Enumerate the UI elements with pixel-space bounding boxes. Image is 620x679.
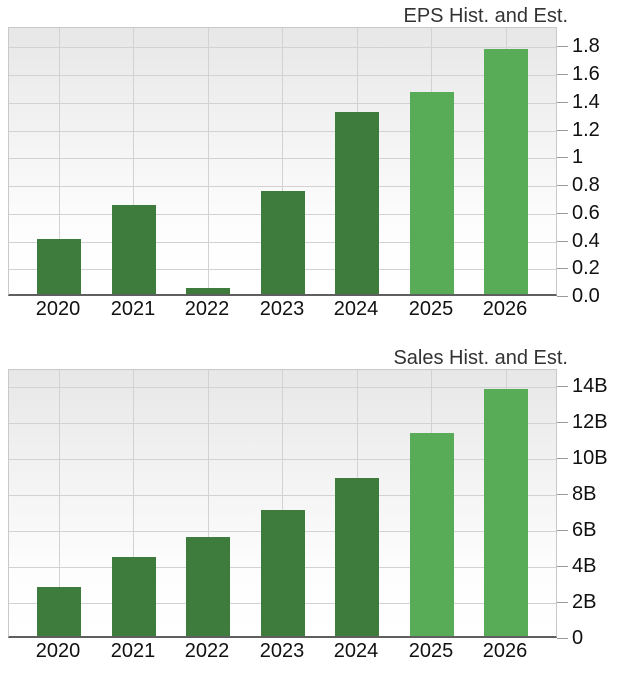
y-tick-label: 0.2 [572,257,600,279]
y-tick-label: 1.4 [572,91,600,113]
y-axis-tick-mark [557,494,568,495]
vertical-gridline [207,28,209,294]
y-tick-label: 0 [572,627,584,649]
x-tick-label: 2024 [333,640,379,662]
y-axis-tick-mark [557,74,568,75]
vertical-gridline [133,370,134,636]
eps-chart-body: 0.0 0.2 0.4 0.6 0.8 1 1.2 1.4 1.6 1.8 [0,27,620,306]
sales-x-axis: 2020 2021 2022 2023 2024 2025 2026 [0,638,620,664]
y-axis-tick-mark [557,241,568,242]
y-axis-tick-mark [557,386,568,387]
horizontal-gridline [9,103,556,104]
y-axis-tick-mark [557,185,568,186]
y-tick-label: 1.8 [572,35,600,57]
y-axis-tick-mark [557,602,568,603]
y-tick-label: 12B [572,411,608,433]
y-axis-tick-mark [557,566,568,567]
y-axis-tick-mark [557,102,568,103]
x-tick-label: 2021 [110,298,156,320]
horizontal-gridline [9,47,556,48]
vertical-gridline [133,28,134,294]
sales-y-axis: 0 2B 4B 6B 8B 10B 12B 14B [557,369,619,648]
bar-2021-historical [112,557,156,636]
y-tick-label: 0.4 [572,230,600,252]
bar-2026-estimate [484,389,528,636]
y-axis-tick-mark [557,213,568,214]
y-axis-tick-mark [557,130,568,131]
vertical-gridline [58,370,60,636]
y-tick-label: 6B [572,519,597,541]
x-tick-label: 2026 [482,640,528,662]
horizontal-gridline [9,158,556,159]
y-axis-tick-mark [557,530,568,531]
horizontal-gridline [9,459,556,460]
bar-2023-historical [261,510,305,636]
y-axis-tick-mark [557,638,568,639]
x-tick-label: 2026 [482,298,528,320]
y-tick-label: 10B [572,447,608,469]
bar-2023-historical [261,191,305,294]
eps-x-axis: 2020 2021 2022 2023 2024 2025 2026 [0,296,620,322]
horizontal-gridline [9,387,556,388]
x-tick-label: 2023 [259,640,305,662]
vertical-gridline [207,370,209,636]
bar-2022-historical [186,288,230,294]
y-axis-tick-mark [557,157,568,158]
bar-2024-historical [335,112,379,294]
x-tick-label: 2025 [408,640,454,662]
horizontal-gridline [9,75,556,76]
y-axis-tick-mark [557,46,568,47]
y-tick-label: 1 [572,146,584,168]
x-tick-label: 2022 [184,298,230,320]
sales-plot-area [8,369,557,638]
eps-chart-title: EPS Hist. and Est. [403,5,568,27]
sales-chart-body: 0 2B 4B 6B 8B 10B 12B 14B [0,369,620,648]
sales-chart: Sales Hist. and Est. 0 2B 4B 6B 8B 10B 12B 14B … [0,342,620,664]
horizontal-gridline [9,423,556,424]
y-tick-label: 14B [572,375,608,397]
x-tick-label: 2022 [184,640,230,662]
eps-plot-area [8,27,557,296]
x-tick-label: 2020 [35,298,81,320]
y-axis-tick-mark [557,296,568,297]
bar-2021-historical [112,205,156,294]
bar-2026-estimate [484,49,528,294]
bar-2020-historical [37,239,81,294]
y-tick-label: 2B [572,591,597,613]
y-tick-label: 0.8 [572,174,600,196]
y-tick-label: 8B [572,483,597,505]
bar-2022-historical [186,537,230,636]
x-tick-label: 2021 [110,640,156,662]
y-axis-tick-mark [557,458,568,459]
vertical-gridline [282,370,283,636]
eps-chart: EPS Hist. and Est. 0.0 0.2 0.4 0.6 0.8 1 1.2 1.… [0,0,620,322]
x-tick-label: 2023 [259,298,305,320]
y-tick-label: 4B [572,555,597,577]
x-tick-label: 2020 [35,640,81,662]
x-tick-label: 2025 [408,298,454,320]
x-tick-label: 2024 [333,298,379,320]
vertical-gridline [282,28,283,294]
bar-2025-estimate [410,92,454,294]
eps-y-axis: 0.0 0.2 0.4 0.6 0.8 1 1.2 1.4 1.6 1.8 [557,27,619,306]
y-axis-tick-mark [557,422,568,423]
y-tick-label: 0.0 [572,285,600,307]
sales-chart-title: Sales Hist. and Est. [393,347,568,369]
bar-2025-estimate [410,433,454,636]
y-tick-label: 0.6 [572,202,600,224]
horizontal-gridline [9,186,556,187]
bar-2020-historical [37,587,81,636]
horizontal-gridline [9,131,556,132]
bar-2024-historical [335,478,379,636]
y-axis-tick-mark [557,268,568,269]
horizontal-gridline [9,495,556,496]
vertical-gridline [58,28,60,294]
y-tick-label: 1.2 [572,119,600,141]
y-tick-label: 1.6 [572,63,600,85]
